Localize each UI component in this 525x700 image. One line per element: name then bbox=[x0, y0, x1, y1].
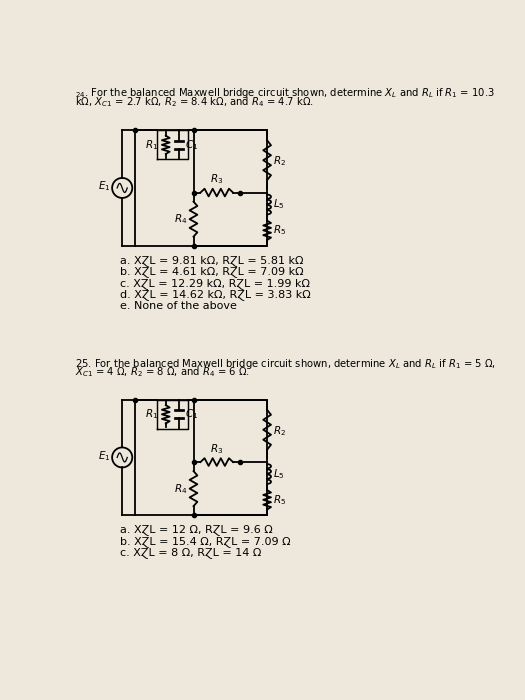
Text: 25. For the balanced Maxwell bridge circuit shown, determine $X_L$ and $R_L$ if : 25. For the balanced Maxwell bridge circ… bbox=[75, 356, 496, 370]
Text: $R_4$: $R_4$ bbox=[174, 212, 187, 226]
Text: a. XⱿL = 9.81 kΩ, RⱿL = 5.81 kΩ: a. XⱿL = 9.81 kΩ, RⱿL = 5.81 kΩ bbox=[120, 255, 303, 266]
Text: $R_1$: $R_1$ bbox=[145, 407, 158, 421]
Text: $C_1$: $C_1$ bbox=[185, 138, 198, 152]
Text: $X_{C1}$ = 4 $\Omega$, $R_2$ = 8 $\Omega$, and $R_4$ = 6 $\Omega$.: $X_{C1}$ = 4 $\Omega$, $R_2$ = 8 $\Omega… bbox=[75, 365, 250, 379]
Text: c. XⱿL = 12.29 kΩ, RⱿL = 1.99 kΩ: c. XⱿL = 12.29 kΩ, RⱿL = 1.99 kΩ bbox=[120, 278, 310, 289]
Text: $E_1$: $E_1$ bbox=[98, 449, 111, 463]
Text: $R_2$: $R_2$ bbox=[272, 424, 286, 438]
Text: $C_1$: $C_1$ bbox=[185, 407, 198, 421]
Text: $R_2$: $R_2$ bbox=[272, 155, 286, 168]
Text: $R_5$: $R_5$ bbox=[272, 223, 286, 237]
Text: $E_1$: $E_1$ bbox=[98, 179, 111, 193]
Text: $R_4$: $R_4$ bbox=[174, 482, 187, 496]
Text: b. XⱿL = 4.61 kΩ, RⱿL = 7.09 kΩ: b. XⱿL = 4.61 kΩ, RⱿL = 7.09 kΩ bbox=[120, 267, 303, 277]
Text: $L_5$: $L_5$ bbox=[272, 467, 284, 481]
Text: $R_5$: $R_5$ bbox=[272, 493, 286, 507]
Text: $L_5$: $L_5$ bbox=[272, 197, 284, 211]
Text: a. XⱿL = 12 Ω, RⱿL = 9.6 Ω: a. XⱿL = 12 Ω, RⱿL = 9.6 Ω bbox=[120, 524, 272, 536]
Text: k$\Omega$, $X_{C1}$ = 2.7 k$\Omega$, $R_2$ = 8.4 k$\Omega$, and $R_4$ = 4.7 k$\O: k$\Omega$, $X_{C1}$ = 2.7 k$\Omega$, $R_… bbox=[75, 94, 314, 108]
Text: $R_3$: $R_3$ bbox=[210, 173, 223, 186]
Text: c. XⱿL = 8 Ω, RⱿL = 14 Ω: c. XⱿL = 8 Ω, RⱿL = 14 Ω bbox=[120, 547, 261, 559]
Text: e. None of the above: e. None of the above bbox=[120, 301, 237, 311]
Text: b. XⱿL = 15.4 Ω, RⱿL = 7.09 Ω: b. XⱿL = 15.4 Ω, RⱿL = 7.09 Ω bbox=[120, 536, 290, 547]
Text: $R_1$: $R_1$ bbox=[145, 138, 158, 152]
Text: $_{24}$. For the balanced Maxwell bridge circuit shown, determine $X_L$ and $R_L: $_{24}$. For the balanced Maxwell bridge… bbox=[75, 86, 495, 100]
Text: d. XⱿL = 14.62 kΩ, RⱿL = 3.83 kΩ: d. XⱿL = 14.62 kΩ, RⱿL = 3.83 kΩ bbox=[120, 290, 311, 300]
Text: $R_3$: $R_3$ bbox=[210, 442, 223, 456]
